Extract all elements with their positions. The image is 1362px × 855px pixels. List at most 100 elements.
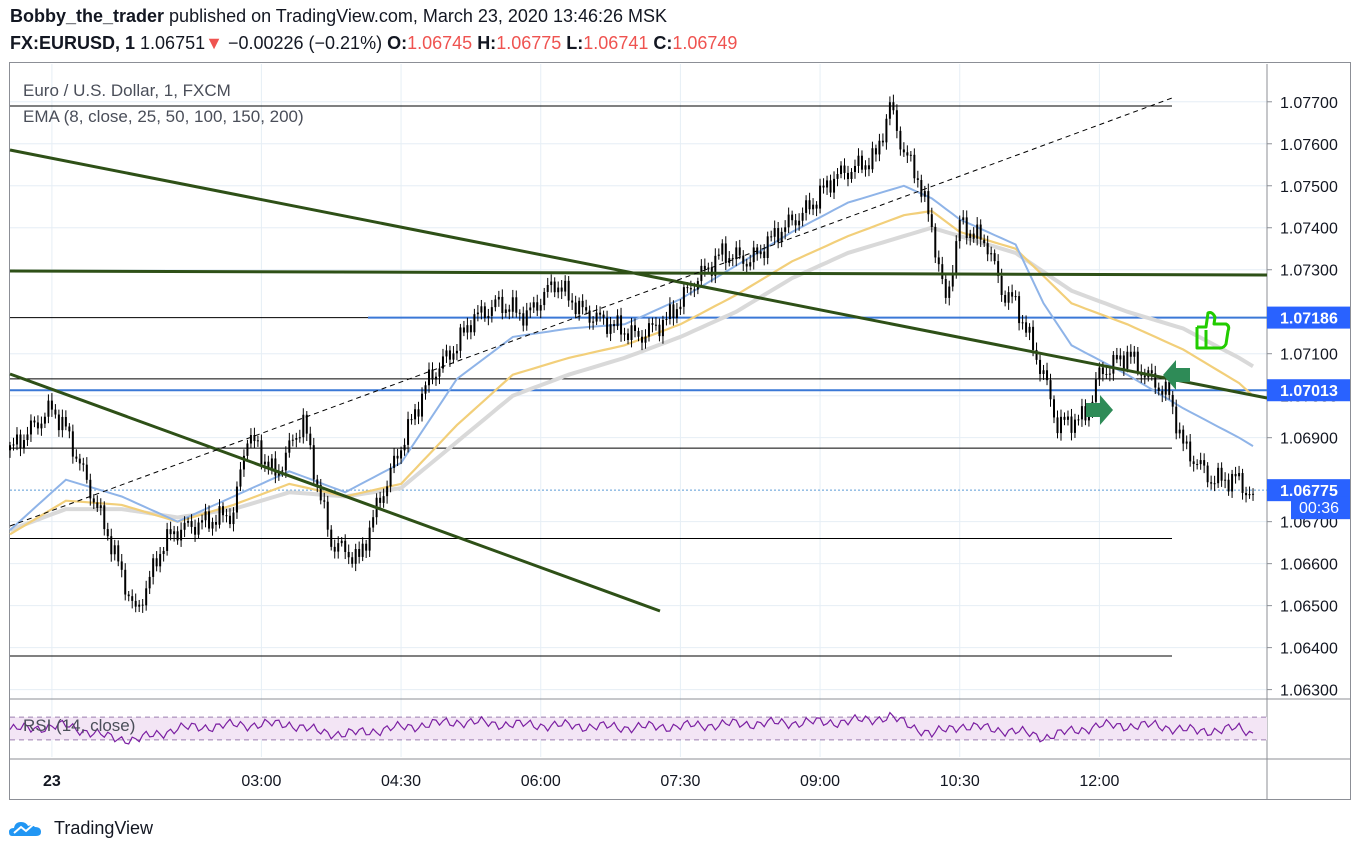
candle-body — [365, 543, 368, 551]
candle-body — [1143, 375, 1146, 378]
candle-body — [759, 251, 762, 255]
candle-body — [752, 247, 755, 263]
candle-body — [770, 236, 773, 238]
candle-body — [22, 440, 25, 449]
candle-body — [319, 484, 322, 501]
candle-body — [609, 324, 612, 334]
candle-body — [557, 287, 560, 293]
time-axis[interactable]: 23 03:00 04:30 06:00 07:30 09:00 10:30 12:00 — [43, 773, 1120, 790]
candle-body — [211, 522, 214, 529]
candle-body — [92, 498, 95, 503]
tradingview-logo[interactable]: TradingView — [8, 816, 153, 840]
candle-body — [1164, 381, 1167, 395]
candle-body — [951, 272, 954, 287]
candle-body — [75, 456, 78, 459]
candle-body — [749, 262, 752, 267]
candle-body — [393, 455, 396, 468]
rsi-legend[interactable]: RSI (14, close) — [23, 716, 135, 735]
candle-body — [536, 302, 539, 311]
candle-body — [295, 438, 298, 440]
candle-body — [840, 165, 843, 175]
price-tick-label: 1.07400 — [1280, 221, 1338, 238]
open-label: O: — [387, 33, 408, 53]
price-badge — [1267, 479, 1350, 502]
candle-body — [337, 543, 340, 552]
candle-body — [190, 521, 193, 527]
candle-body — [50, 400, 53, 410]
candle-body — [354, 549, 357, 564]
candle-body — [1227, 479, 1230, 492]
candle-body — [228, 515, 231, 525]
rsi-line — [9, 711, 1254, 745]
tradingview-cloud-icon — [9, 822, 41, 836]
candle-body — [895, 110, 898, 131]
candle-body — [169, 529, 172, 535]
candle-body — [1042, 370, 1045, 374]
candle-body — [923, 191, 926, 197]
candle-body — [103, 505, 106, 530]
candle-body — [731, 258, 734, 260]
candle-body — [497, 296, 500, 300]
candle-body — [976, 224, 979, 239]
candle-body — [546, 284, 549, 292]
instrument-legend[interactable]: Euro / U.S. Dollar, 1, FXCM — [23, 81, 231, 100]
candle-body — [40, 423, 43, 429]
candle-body — [1182, 429, 1185, 444]
author-name[interactable]: Bobby_the_trader — [10, 6, 165, 26]
open-value: 1.06745 — [407, 33, 473, 53]
candle-body — [414, 409, 417, 420]
candle-body — [1108, 373, 1111, 375]
candle-body — [431, 369, 434, 380]
candle-body — [847, 172, 849, 180]
candle-body — [675, 309, 678, 319]
ema-legend[interactable]: EMA (8, close, 25, 50, 100, 150, 200) — [23, 107, 304, 126]
candle-body — [567, 280, 570, 301]
candle-body — [47, 400, 50, 417]
candle-body — [801, 212, 804, 221]
candle-body — [15, 434, 18, 445]
candle-body — [1007, 292, 1010, 303]
candle-body — [476, 312, 479, 315]
candle-body — [43, 416, 46, 424]
candle-body — [117, 545, 120, 562]
candle-body — [1171, 394, 1174, 407]
price-axis[interactable]: 1.063001.064001.065001.066001.067001.069… — [1267, 95, 1350, 700]
candle-body — [1133, 351, 1136, 357]
candle-body — [710, 267, 713, 276]
candle-body — [529, 307, 532, 311]
candle-body — [36, 422, 39, 429]
chart-frame — [9, 62, 1351, 800]
price-badge-label: 1.06775 — [1280, 483, 1338, 500]
candle-body — [829, 180, 832, 193]
candle-body — [180, 529, 183, 541]
candle-body — [833, 178, 836, 193]
price-chart[interactable]: 1.063001.064001.065001.066001.067001.069… — [0, 0, 1362, 800]
candle-body — [396, 455, 399, 459]
candle-body — [581, 300, 584, 308]
candle-body — [263, 461, 266, 465]
candle-body — [808, 200, 811, 210]
candle-body — [1185, 441, 1188, 444]
candle-body — [361, 543, 364, 557]
candle-body — [382, 496, 385, 503]
candle-body — [246, 443, 249, 456]
candle-body — [864, 165, 867, 170]
published-text: published on TradingView.com, March 23, … — [164, 6, 668, 26]
candle-body — [89, 479, 92, 499]
candle-body — [511, 297, 514, 312]
candle-body — [613, 324, 616, 327]
candle-body — [1238, 473, 1241, 477]
candle-body — [920, 180, 923, 197]
candle-body — [508, 309, 511, 312]
candle-body — [358, 549, 361, 557]
candle-body — [326, 501, 329, 530]
candle-body — [571, 300, 574, 303]
candle-body — [483, 306, 486, 318]
candle-body — [934, 226, 937, 258]
candle-body — [1066, 416, 1069, 420]
close-label: C: — [653, 33, 673, 53]
price-badge-label: 1.07013 — [1280, 383, 1338, 400]
candle-body — [735, 247, 738, 260]
time-tick-label: 12:00 — [1079, 773, 1119, 790]
candle-body — [239, 469, 242, 487]
